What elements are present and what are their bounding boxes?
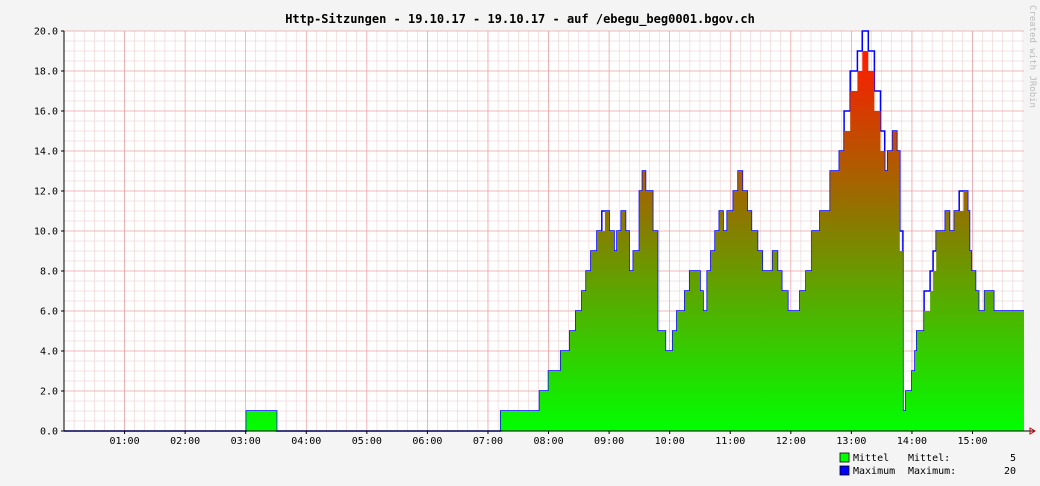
y-tick-label: 6.0 [40,307,58,318]
y-tick-label: 4.0 [40,347,58,358]
x-tick-label: 01:00 [110,436,140,447]
legend: Mittel Mittel: 5 Maximum Maximum: 20 [839,452,1016,477]
x-tick-label: 04:00 [291,436,321,447]
side-watermark: Created with JRobin [1027,5,1037,108]
x-tick-label: 06:00 [412,436,442,447]
x-tick-label: 11:00 [715,436,745,447]
x-tick-label: 14:00 [897,436,927,447]
x-tick-label: 02:00 [170,436,200,447]
x-tick-label: 07:00 [473,436,503,447]
y-tick-label: 14.0 [34,147,58,158]
legend-stat-value: 5 [1010,453,1016,464]
y-tick-label: 2.0 [40,387,58,398]
x-tick-label: 05:00 [352,436,382,447]
y-tick-label: 8.0 [40,267,58,278]
x-axis-ticks: 01:00 02:00 03:00 04:00 05:00 06:00 07:00 08:00… [110,431,988,447]
legend-swatch [839,465,850,476]
series-mittel-area [64,51,1024,431]
y-tick-label: 0.0 [40,427,58,438]
legend-stat-value: 20 [1004,466,1016,477]
legend-label: Maximum [853,466,895,477]
y-tick-label: 12.0 [34,187,58,198]
x-tick-label: 03:00 [231,436,261,447]
y-axis-ticks: 0.0 2.0 4.0 6.0 8.0 10.0 12.0 14.0 16.0 18.0 20.0 [34,27,64,438]
legend-stat-label: Mittel: [908,453,950,464]
x-tick-label: 13:00 [836,436,866,447]
x-tick-label: 10:00 [655,436,685,447]
x-axis-arrow [1029,427,1036,435]
x-tick-label: 15:00 [957,436,987,447]
chart-title: Http-Sitzungen - 19.10.17 - 19.10.17 - a… [285,12,755,27]
x-tick-label: 08:00 [533,436,563,447]
y-tick-label: 10.0 [34,227,58,238]
x-tick-label: 09:00 [594,436,624,447]
legend-label: Mittel [853,453,889,464]
legend-swatch [839,452,850,463]
x-tick-label: 12:00 [776,436,806,447]
legend-stat-label: Maximum: [908,466,956,477]
y-tick-label: 20.0 [34,27,58,38]
y-tick-label: 18.0 [34,67,58,78]
y-tick-label: 16.0 [34,107,58,118]
